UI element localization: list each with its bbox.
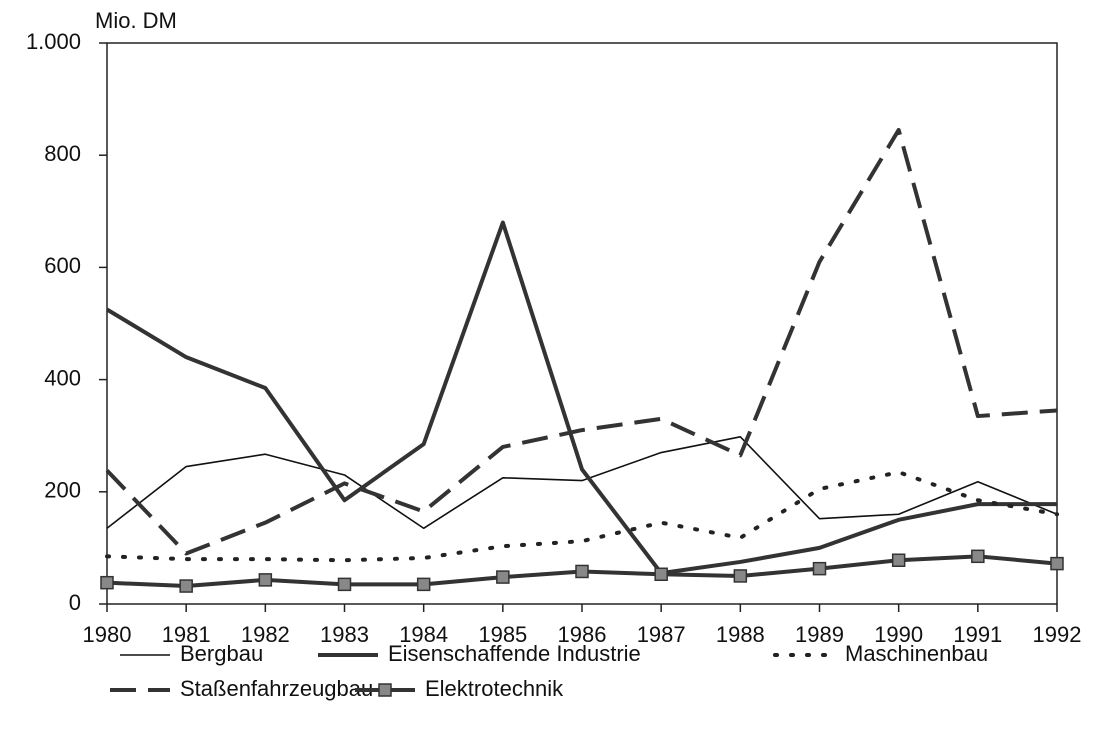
- marker: [575, 564, 589, 579]
- x-tick-label: 1986: [558, 622, 607, 647]
- y-tick-label: 400: [44, 365, 81, 390]
- x-tick-label: 1984: [399, 622, 448, 647]
- marker: [891, 553, 906, 567]
- x-tick-label: 1989: [795, 622, 844, 647]
- x-tick-label: 1992: [1033, 622, 1082, 647]
- y-tick-label: 0: [69, 590, 81, 615]
- marker: [733, 569, 748, 583]
- x-tick-label: 1983: [320, 622, 369, 647]
- x-tick-label: 1987: [637, 622, 686, 647]
- legend-label: Maschinenbau: [845, 641, 988, 666]
- marker: [179, 579, 193, 593]
- x-tick-label: 1980: [83, 622, 132, 647]
- x-tick-label: 1985: [478, 622, 527, 647]
- marker: [258, 573, 273, 587]
- y-tick-label: 200: [44, 478, 81, 503]
- x-tick-label: 1981: [162, 622, 211, 647]
- marker: [971, 549, 985, 564]
- marker: [1050, 556, 1064, 571]
- series-line: [105, 220, 1057, 576]
- legend-marker: [378, 683, 392, 697]
- marker: [100, 575, 114, 590]
- x-tick-label: 1982: [241, 622, 290, 647]
- x-tick-label: 1988: [716, 622, 765, 647]
- legend-label: Elektrotechnik: [425, 676, 564, 701]
- marker: [654, 567, 668, 582]
- y-tick-label: 800: [44, 141, 81, 166]
- series-line: [105, 470, 1059, 563]
- series-line: [106, 436, 1058, 530]
- legend-label: Eisenschaffende Industrie: [388, 641, 641, 666]
- y-tick-label: 600: [44, 253, 81, 278]
- y-tick-label: 1.000: [26, 29, 81, 54]
- legend-label: Bergbau: [180, 641, 263, 666]
- plot-frame: [106, 42, 1058, 605]
- legend-label: Staßenfahrzeugbau: [180, 676, 373, 701]
- y-axis-label: Mio. DM: [95, 8, 177, 33]
- marker: [416, 577, 431, 592]
- x-tick-label: 1990: [874, 622, 923, 647]
- marker: [812, 561, 827, 576]
- marker: [496, 570, 510, 584]
- marker: [337, 577, 352, 592]
- x-tick-label: 1991: [953, 622, 1002, 647]
- series-line: [105, 127, 1058, 556]
